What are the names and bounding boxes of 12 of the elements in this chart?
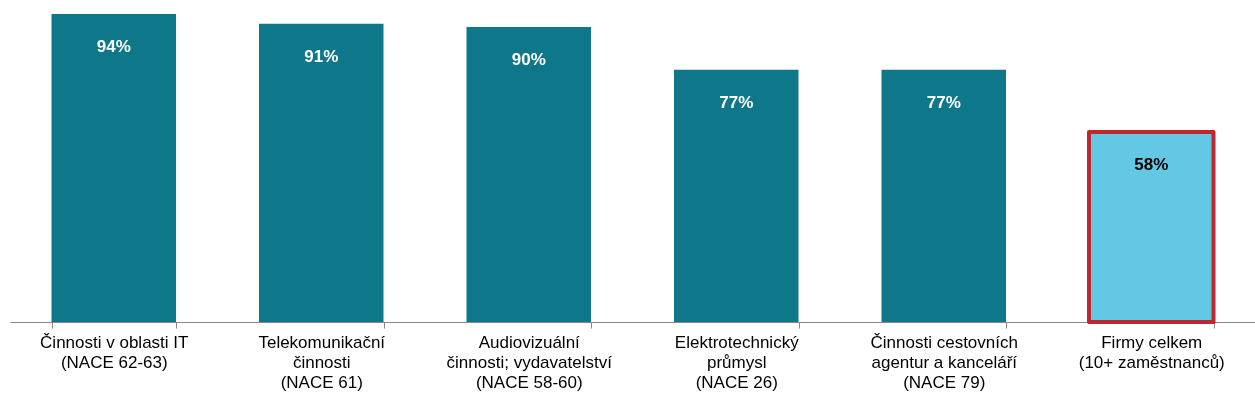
data-label: 58% — [1134, 154, 1169, 174]
data-label: 77% — [719, 92, 754, 112]
data-label: 94% — [96, 37, 131, 56]
x-tick-label: Činnosti cestovních agentur a kanceláří (NACE 79) — [870, 332, 1018, 392]
data-label: 77% — [926, 92, 961, 112]
x-tick-label: Audiovizuální činnosti; vydavatelství (NACE 58-60) — [446, 332, 613, 392]
data-label: 91% — [304, 46, 339, 66]
x-tick-label: Firmy celkem (10+ zaměstnanců) — [1078, 332, 1225, 372]
data-label: 90% — [511, 50, 546, 70]
x-tick-label: Telekomunikační činnosti (NACE 61) — [258, 332, 386, 392]
x-tick-label: Činnosti v oblasti IT (NACE 62-63) — [40, 332, 189, 372]
x-tick-label: Elektrotechnický průmysl (NACE 26) — [674, 332, 800, 392]
